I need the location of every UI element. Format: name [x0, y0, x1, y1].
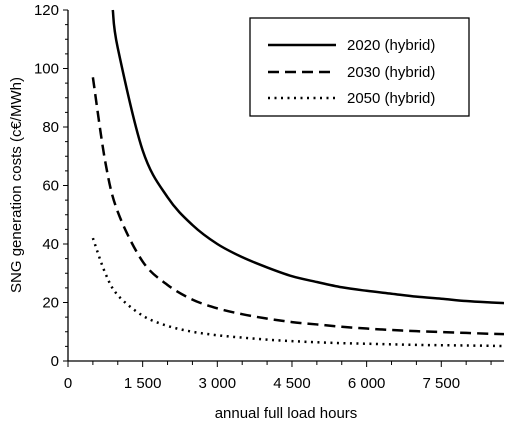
y-tick-label: 100: [34, 61, 59, 78]
x-tick-label: 7 500: [423, 375, 461, 392]
series-line-2020: [111, 9, 505, 305]
series-line-2050: [91, 237, 505, 348]
series-line-2030: [91, 77, 505, 336]
x-tick-label: 4 500: [273, 375, 311, 392]
series-lines: [91, 9, 505, 348]
x-tick-label: 6 000: [348, 375, 386, 392]
y-tick-label: 0: [51, 353, 59, 370]
x-axis-title: annual full load hours: [215, 405, 358, 422]
legend-label-2050: 2050 (hybrid): [347, 90, 435, 107]
tick-labels: 0 20 40 60 80 100 120 0 1 500 3 000 4 500 6 000 7 50…: [34, 2, 460, 392]
y-tick-label: 60: [42, 178, 59, 195]
legend-label-2030: 2030 (hybrid): [347, 64, 435, 81]
legend-label-2020: 2020 (hybrid): [347, 37, 435, 54]
x-tick-label: 1 500: [124, 375, 162, 392]
legend: 2020 (hybrid) 2030 (hybrid) 2050 (hybrid…: [249, 17, 470, 117]
y-tick-label: 120: [34, 2, 59, 19]
legend-box: [249, 17, 470, 117]
x-tick-label: 3 000: [199, 375, 237, 392]
axes: [63, 9, 504, 367]
y-tick-label: 40: [42, 236, 59, 253]
y-tick-label: 80: [42, 119, 59, 136]
y-tick-label: 20: [42, 295, 59, 312]
x-tick-label: 0: [64, 375, 72, 392]
y-axis-title: SNG generation costs (c€/MWh): [8, 77, 25, 293]
